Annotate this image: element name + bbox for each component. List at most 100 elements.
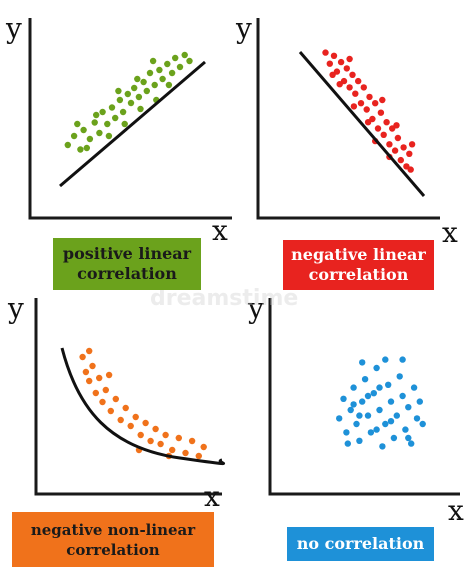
data-point <box>413 415 421 422</box>
data-point <box>373 426 380 433</box>
data-point <box>350 401 357 408</box>
caption-line: negative non-linear <box>30 520 196 539</box>
caption-line: correlation <box>308 265 409 284</box>
caption-line: no correlation <box>296 534 425 553</box>
data-point <box>408 141 416 148</box>
data-point <box>115 87 122 95</box>
panel-no-correlation: yx <box>247 292 464 527</box>
data-point <box>396 373 403 380</box>
data-point <box>146 69 154 77</box>
data-point <box>356 437 363 444</box>
data-point <box>419 420 426 428</box>
data-point <box>394 134 402 142</box>
data-point <box>379 96 386 104</box>
data-point <box>360 84 367 91</box>
data-point <box>93 111 100 119</box>
data-point <box>350 103 358 110</box>
data-point <box>400 144 407 151</box>
data-point <box>200 443 207 451</box>
data-point <box>70 132 78 140</box>
y-axis-label: y <box>247 292 264 325</box>
data-point <box>105 132 113 140</box>
data-point <box>387 398 395 405</box>
data-point <box>99 398 106 406</box>
data-point <box>386 141 393 148</box>
data-point <box>152 425 159 433</box>
data-point <box>366 93 373 101</box>
data-point <box>99 108 106 116</box>
trend-line <box>298 51 426 197</box>
data-point <box>74 120 81 128</box>
y-axis-label: y <box>5 12 22 45</box>
data-point <box>86 135 94 143</box>
data-point <box>147 437 154 445</box>
data-point <box>188 437 196 445</box>
data-point <box>402 426 409 433</box>
y-axis-label: y <box>7 292 24 325</box>
data-point <box>83 144 91 152</box>
data-point <box>186 57 193 65</box>
data-point <box>376 384 383 391</box>
data-point <box>380 131 387 138</box>
data-point <box>379 443 386 450</box>
data-point <box>79 353 86 361</box>
data-point <box>382 356 389 363</box>
data-point <box>107 407 115 415</box>
data-point <box>408 440 415 447</box>
data-point <box>355 77 362 85</box>
data-point <box>382 420 389 428</box>
data-point <box>92 389 100 397</box>
data-point <box>344 440 351 447</box>
data-point <box>406 150 413 157</box>
data-point <box>140 78 147 86</box>
data-point <box>385 381 392 388</box>
data-point <box>121 120 128 128</box>
data-point <box>372 100 379 107</box>
data-point <box>168 69 176 77</box>
data-point <box>393 122 400 129</box>
data-point <box>357 100 365 107</box>
data-point <box>364 412 372 419</box>
data-point <box>364 392 372 400</box>
data-point <box>390 434 398 442</box>
data-point <box>96 129 103 137</box>
x-axis-label: x <box>212 214 228 247</box>
x-axis-label: x <box>204 480 220 513</box>
data-point <box>393 412 400 419</box>
caption-line: correlation <box>77 264 177 283</box>
data-point <box>91 119 98 126</box>
data-point <box>399 356 406 363</box>
data-point <box>77 146 84 153</box>
data-point <box>374 125 382 132</box>
trend-line <box>59 60 206 188</box>
data-point <box>80 126 87 134</box>
data-point <box>105 371 113 379</box>
data-point <box>343 429 350 436</box>
data-point <box>96 374 103 382</box>
data-point <box>405 434 412 442</box>
data-point <box>399 392 406 400</box>
data-point <box>122 404 129 412</box>
data-point <box>89 362 96 370</box>
data-point <box>343 65 350 72</box>
data-point <box>337 58 345 66</box>
data-point <box>346 55 353 63</box>
caption-positive-linear: positive linear correlation <box>53 238 201 290</box>
panel-nonlinear-correlation: yx <box>7 292 225 513</box>
data-point <box>149 57 157 65</box>
data-point <box>195 452 202 460</box>
data-point <box>86 347 93 355</box>
caption-line: positive linear <box>62 244 192 263</box>
caption-no-correlation: no correlation <box>287 527 434 561</box>
data-point <box>370 390 377 397</box>
data-point <box>376 406 383 414</box>
data-point <box>162 431 169 439</box>
data-point <box>143 87 150 95</box>
data-point <box>86 377 93 385</box>
data-point <box>176 63 184 71</box>
data-point <box>142 419 149 427</box>
data-point <box>377 109 385 116</box>
watermark-text: dreamstime <box>150 286 299 311</box>
caption-negative-linear: negative linear correlation <box>283 240 434 290</box>
data-point <box>127 99 135 107</box>
